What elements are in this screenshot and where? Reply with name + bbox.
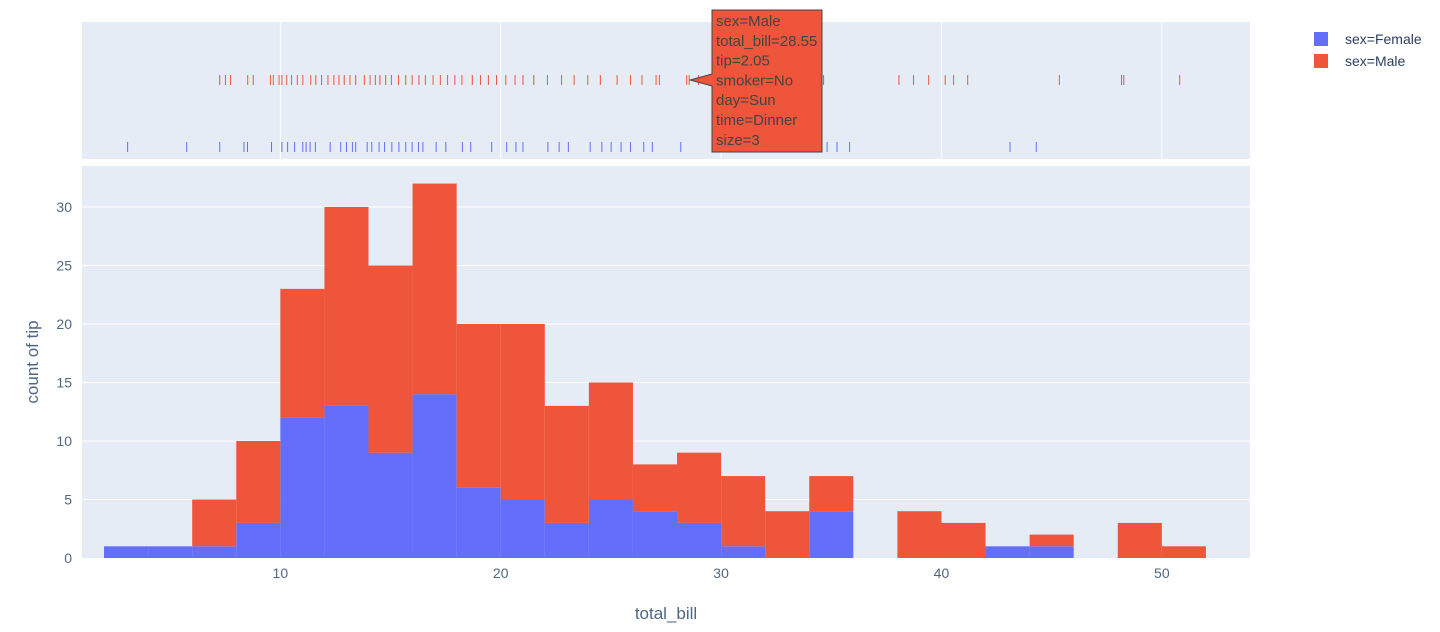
bar-sex-female [500,499,545,558]
x-tick-label: 20 [493,565,509,581]
bar-sex-female [192,546,237,558]
bar-sex-male [897,511,942,558]
x-axis-title: total_bill [635,604,697,623]
y-tick-labels: 0 5 10 15 20 25 30 [56,199,72,566]
tooltip-line: tip=2.05 [716,53,770,70]
y-tick-label: 5 [64,491,72,507]
bar-sex-female [544,522,589,558]
bar-sex-female [809,511,854,558]
bar-sex-male [412,183,457,395]
x-tick-labels: 10 20 30 40 50 [273,565,1170,581]
bar-sex-male [1161,546,1206,558]
bar-sex-female [632,511,678,558]
tooltip-box [688,9,823,153]
y-tick-label: 10 [56,433,72,449]
x-tick-label: 30 [713,565,729,581]
bar-sex-male [941,522,986,558]
bar-sex-male [192,499,237,547]
x-tick-label: 40 [934,565,950,581]
x-tick-label: 50 [1154,565,1170,581]
y-tick-label: 0 [64,550,72,566]
tooltip-line: total_bill=28.55 [716,33,817,50]
rug-plot-area [82,22,1250,159]
bar-sex-male [236,440,281,523]
bar-sex-male [1117,522,1162,558]
bar-sex-female [985,546,1030,558]
y-tick-label: 25 [56,257,72,273]
x-tick-label: 10 [273,565,289,581]
bar-sex-male [721,476,766,547]
bar-sex-male [456,323,501,488]
bar-sex-male [677,452,722,523]
bar-sex-male [809,476,854,512]
tooltip-line: sex=Male [716,13,781,30]
tooltip-line: size=3 [716,132,760,149]
bar-sex-male [368,265,413,453]
legend-swatch [1314,54,1328,68]
y-axis-title: count of tip [23,320,42,403]
bar-sex-male [765,511,810,558]
y-tick-label: 20 [56,316,72,332]
bar-sex-female [148,546,193,558]
bar-sex-male [632,464,678,512]
legend: sex=Female sex=Male [1314,31,1422,69]
tooltip-line: smoker=No [716,72,793,89]
hover-tooltip: sex=Male total_bill=28.55 tip=2.05 smoker=N… [688,9,823,153]
bar-sex-female [677,522,722,558]
bar-sex-female [456,487,501,558]
bar-sex-female [280,417,325,558]
tooltip-line: time=Dinner [716,112,797,129]
bar-sex-male [544,405,589,523]
bar-sex-male [500,323,545,500]
bar-sex-female [368,452,413,558]
legend-swatch [1314,32,1328,46]
bar-sex-male [280,288,325,418]
bar-sex-female [236,522,281,558]
bar-sex-female [104,546,149,558]
legend-entry: sex=Male [1345,53,1406,69]
y-tick-label: 15 [56,374,72,390]
bar-sex-female [324,405,369,558]
bar-sex-female [721,546,766,558]
y-tick-label: 30 [56,199,72,215]
tooltip-line: day=Sun [716,92,776,109]
bar-sex-female [588,499,633,558]
legend-entry: sex=Female [1345,31,1422,47]
bar-sex-male [1029,534,1074,547]
bar-sex-male [588,382,633,500]
bar-sex-female [412,394,457,558]
histogram-bars [104,183,1206,558]
bar-sex-male [324,206,369,406]
bar-sex-female [1029,546,1074,558]
